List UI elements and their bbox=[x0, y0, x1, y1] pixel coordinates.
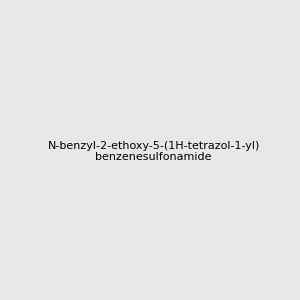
Text: N-benzyl-2-ethoxy-5-(1H-tetrazol-1-yl)
benzenesulfonamide: N-benzyl-2-ethoxy-5-(1H-tetrazol-1-yl) b… bbox=[48, 141, 260, 162]
